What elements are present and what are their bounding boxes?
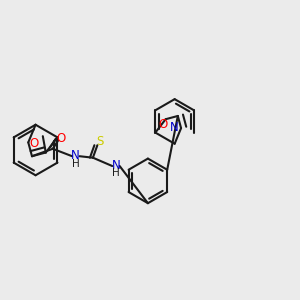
Text: H: H: [112, 169, 120, 178]
Text: N: N: [111, 159, 120, 172]
Text: N: N: [71, 149, 80, 162]
Text: O: O: [29, 137, 38, 150]
Text: N: N: [170, 121, 179, 134]
Text: S: S: [97, 135, 104, 148]
Text: O: O: [56, 133, 66, 146]
Text: H: H: [72, 159, 80, 169]
Text: O: O: [158, 118, 167, 131]
